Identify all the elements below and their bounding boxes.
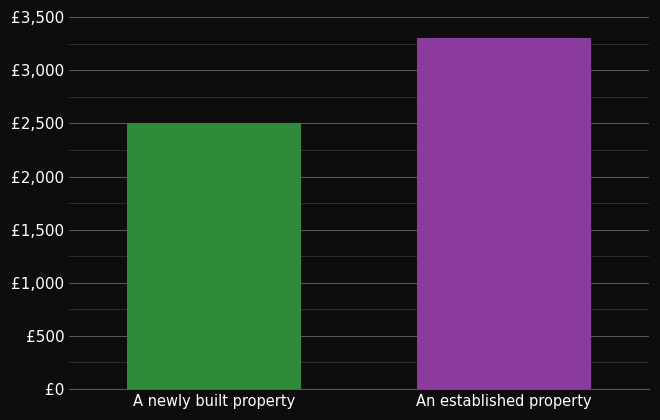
Bar — [417, 38, 591, 389]
Bar — [127, 123, 301, 389]
